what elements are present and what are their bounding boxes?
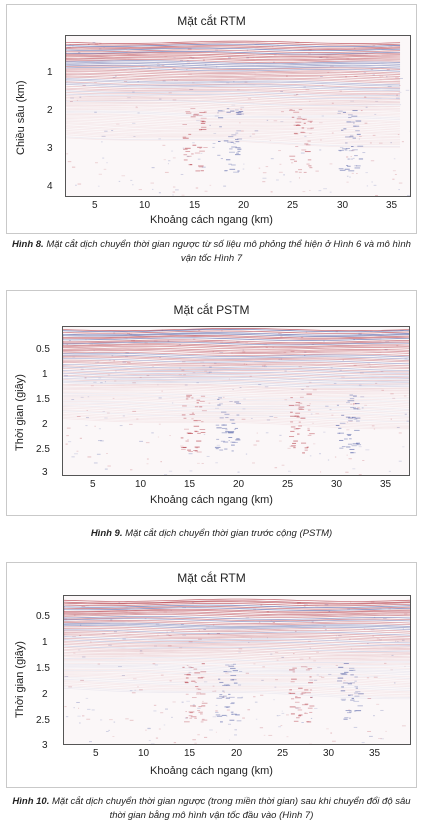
figure-8-y-axis-label: Chiều sâu (km) <box>15 80 27 155</box>
figure-9-x-tick: 20 <box>233 479 245 490</box>
figure-10-title: Mặt cắt RTM <box>177 571 246 585</box>
figure-9-x-tick: 10 <box>135 479 147 490</box>
figure-9-y-axis-label: Thời gian (giây) <box>14 374 26 451</box>
figure-10-y-axis-label: Thời gian (giây) <box>14 641 26 718</box>
figure-8-panel: Mặt cắt RTM Chiều sâu (km) 1 2 3 4 5 10 … <box>6 4 417 234</box>
figure-10-x-tick: 25 <box>277 748 289 759</box>
figure-10-y-tick: 1 <box>42 637 48 648</box>
figure-10-x-tick: 10 <box>138 748 150 759</box>
figure-8-x-tick: 10 <box>139 200 151 211</box>
figure-9-x-tick: 25 <box>282 479 294 490</box>
figure-8-caption-text: Mặt cắt dịch chuyển thời gian ngược từ s… <box>46 239 411 264</box>
figure-9-x-tick: 35 <box>380 479 392 490</box>
figure-9-panel: Mặt cắt PSTM Thời gian (giây) 0.5 1 1.5 … <box>6 290 417 516</box>
figure-10-caption-label: Hình 10. <box>12 796 50 807</box>
figure-9-x-tick: 5 <box>90 479 96 490</box>
figure-9-seismic-section <box>62 326 410 476</box>
figure-8-title: Mặt cắt RTM <box>177 14 246 28</box>
figure-9-y-tick: 2 <box>42 419 48 430</box>
figure-8-y-tick: 2 <box>47 105 53 116</box>
figure-10-y-tick: 1.5 <box>36 663 50 674</box>
figure-10-x-axis-label: Khoảng cách ngang (km) <box>150 765 273 777</box>
figure-10-x-tick: 15 <box>184 748 196 759</box>
figure-8-x-axis-label: Khoảng cách ngang (km) <box>150 214 273 226</box>
figure-10-x-tick: 30 <box>323 748 335 759</box>
figure-10-caption-text: Mặt cắt dịch chuyển thời gian ngược (tro… <box>52 796 411 821</box>
figure-9-y-tick: 2.5 <box>36 444 50 455</box>
figure-8-caption-label: Hình 8. <box>12 239 44 250</box>
figure-9-y-tick: 0.5 <box>36 344 50 355</box>
figure-8-x-tick: 30 <box>337 200 349 211</box>
figure-10-caption: Hình 10. Mặt cắt dịch chuyển thời gian n… <box>6 795 417 823</box>
figure-10-y-tick: 3 <box>42 740 48 751</box>
figure-9-y-tick: 3 <box>42 467 48 478</box>
figure-8-seismic-section <box>65 35 411 197</box>
figure-10-x-tick: 35 <box>369 748 381 759</box>
figure-8-x-tick: 5 <box>92 200 98 211</box>
figure-8-x-tick: 25 <box>287 200 299 211</box>
figure-10-x-tick: 5 <box>93 748 99 759</box>
figure-10-panel: Mặt cắt RTM Thời gian (giây) 0.5 1 1.5 2… <box>6 562 417 788</box>
figure-9-caption-text: Mặt cắt dịch chuyển thời gian trước cộng… <box>125 528 333 539</box>
figure-8-x-tick: 35 <box>386 200 398 211</box>
figure-10-seismic-section <box>63 595 411 745</box>
figure-8-y-tick: 4 <box>47 181 53 192</box>
figure-10-y-tick: 2.5 <box>36 715 50 726</box>
figure-9-x-tick: 15 <box>184 479 196 490</box>
figure-8-caption: Hình 8. Mặt cắt dịch chuyển thời gian ng… <box>6 238 417 266</box>
figure-10-y-tick: 0.5 <box>36 611 50 622</box>
figure-9-y-tick: 1.5 <box>36 394 50 405</box>
figure-9-caption-label: Hình 9. <box>90 528 123 539</box>
figure-9-seismic-image <box>63 328 409 475</box>
figure-9-x-tick: 30 <box>331 479 343 490</box>
figure-10-x-tick: 20 <box>231 748 243 759</box>
figure-9-x-axis-label: Khoảng cách ngang (km) <box>150 494 273 506</box>
figure-10-y-tick: 2 <box>42 689 48 700</box>
figure-8-x-tick: 15 <box>189 200 201 211</box>
figure-8-seismic-image <box>66 40 410 196</box>
figure-8-y-tick: 3 <box>47 143 53 154</box>
figure-9-y-tick: 1 <box>42 369 48 380</box>
figure-8-y-tick: 1 <box>47 67 53 78</box>
figure-8-x-tick: 20 <box>238 200 250 211</box>
figure-9-caption: Hình 9. Mặt cắt dịch chuyển thời gian tr… <box>6 527 417 541</box>
figure-10-seismic-image <box>64 598 410 744</box>
figure-9-title: Mặt cắt PSTM <box>173 303 250 317</box>
